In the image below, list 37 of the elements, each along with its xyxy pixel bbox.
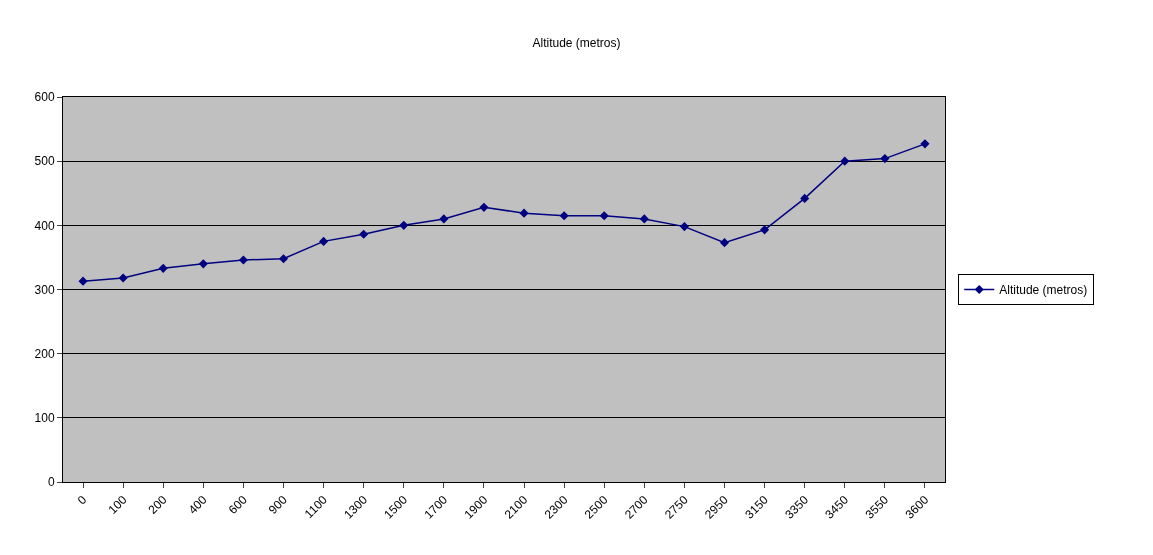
x-tick-label: 900 xyxy=(265,492,291,517)
legend-label: Altitude (metros) xyxy=(999,283,1088,298)
point xyxy=(198,259,208,269)
point xyxy=(118,273,128,283)
point xyxy=(880,154,890,164)
y-tick-label: 100 xyxy=(34,411,55,426)
point xyxy=(158,263,168,273)
point xyxy=(479,202,489,212)
point xyxy=(78,276,88,286)
y-tick-label: 200 xyxy=(34,346,55,361)
x-tick-label: 0 xyxy=(74,492,90,508)
point xyxy=(559,211,569,221)
point xyxy=(840,156,850,166)
point xyxy=(719,238,730,248)
point xyxy=(599,211,609,221)
point xyxy=(519,208,529,218)
point xyxy=(679,222,689,232)
y-tick-label: 400 xyxy=(34,218,55,233)
x-tick-label: 600 xyxy=(225,492,250,517)
point xyxy=(319,236,329,246)
point xyxy=(399,220,409,230)
y-tick-label: 500 xyxy=(34,154,55,169)
point xyxy=(278,254,289,264)
point xyxy=(238,255,248,265)
x-tick-label: 100 xyxy=(105,492,130,517)
point xyxy=(639,214,649,224)
point xyxy=(359,229,369,239)
point xyxy=(439,214,449,224)
chart-title: Altitude (metros) xyxy=(532,36,621,51)
point xyxy=(800,193,810,203)
x-tick-label: 400 xyxy=(185,492,210,517)
y-tick-label: 0 xyxy=(47,475,55,490)
point xyxy=(760,225,770,235)
y-tick-label: 300 xyxy=(34,282,55,297)
point xyxy=(920,139,930,149)
x-tick-label: 200 xyxy=(145,492,170,517)
y-tick-label: 600 xyxy=(34,90,55,105)
